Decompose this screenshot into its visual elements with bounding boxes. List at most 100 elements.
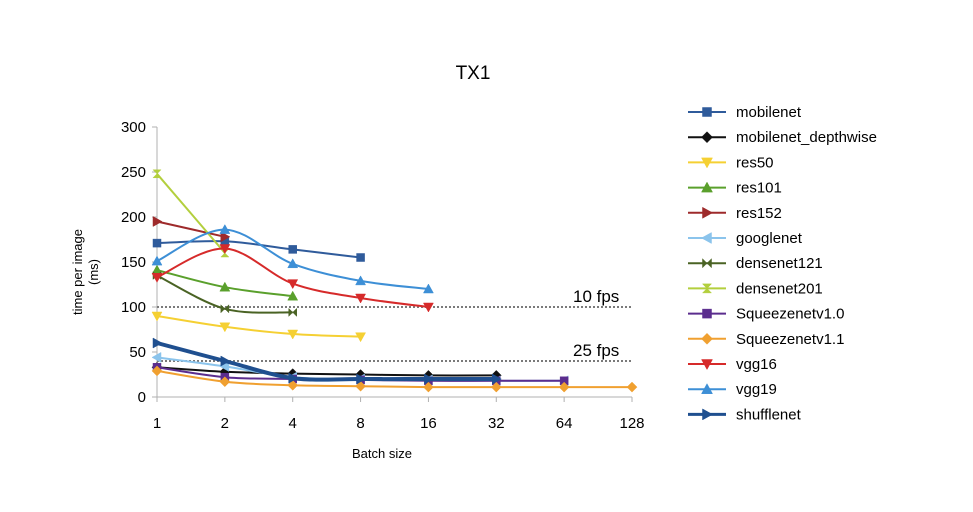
data-point	[355, 332, 366, 343]
legend-swatch-marker	[700, 232, 712, 244]
data-point	[151, 273, 163, 283]
data-point	[219, 376, 231, 388]
data-point	[151, 311, 163, 322]
data-point	[151, 255, 163, 266]
x-tick-label: 1	[153, 415, 161, 432]
reference-line-label: 10 fps	[573, 287, 619, 306]
legend-label: Squeezenetv1.1	[736, 331, 844, 348]
data-point	[288, 372, 299, 384]
legend-swatch-marker	[701, 332, 713, 345]
series-shufflenet	[152, 337, 502, 385]
legend-label: shufflenet	[736, 406, 802, 423]
legend-swatch-marker	[701, 157, 713, 169]
data-point	[492, 373, 502, 385]
series-mobilenet	[152, 237, 365, 262]
series-vgg16	[151, 244, 434, 313]
reference-lines: 10 fps 25 fps	[157, 287, 632, 362]
legend-label: res101	[736, 180, 782, 197]
legend-label: res152	[736, 205, 782, 222]
legend-item-squeezenetv1-1: Squeezenetv1.1	[688, 331, 844, 348]
series-res50	[151, 311, 366, 343]
series-line	[156, 173, 226, 254]
y-axis-label-line-2: (ms)	[86, 259, 101, 285]
series-res101	[151, 264, 299, 301]
legend-item-mobilenet-depthwise: mobilenet_depthwise	[688, 129, 877, 146]
axes: 0 50 100 150 200 250 300 1 2 4 8 16 32 64 128	[121, 119, 645, 432]
data-point	[152, 169, 162, 179]
legend-item-vgg19: vgg19	[688, 381, 777, 398]
x-axis-label: Batch size	[352, 446, 412, 461]
y-tick-label: 100	[121, 299, 146, 316]
data-point	[219, 244, 231, 255]
legend-item-densenet201: densenet201	[688, 280, 823, 297]
data-point	[152, 238, 162, 248]
legend-swatch-marker	[701, 359, 713, 371]
y-tick-label: 0	[138, 389, 146, 406]
x-tick-label: 128	[619, 415, 644, 432]
data-point	[558, 381, 570, 393]
series-res152	[152, 216, 231, 243]
x-tick-label: 64	[556, 415, 573, 432]
legend-label: mobilenet	[736, 104, 802, 121]
legend-item-squeezenetv1-0: Squeezenetv1.0	[688, 306, 844, 323]
data-point	[152, 216, 163, 227]
series-line	[156, 341, 497, 382]
data-point	[356, 373, 367, 385]
data-point	[219, 322, 231, 333]
data-point	[423, 302, 434, 313]
data-point	[356, 253, 365, 262]
data-point	[219, 281, 231, 292]
legend: mobilenet mobilenet_depthwise res50 res101 r…	[688, 104, 877, 423]
data-point	[355, 293, 366, 304]
series-line	[156, 220, 226, 238]
legend-item-googlenet: googlenet	[688, 230, 803, 247]
legend-label: densenet121	[736, 255, 823, 272]
y-tick-label: 50	[129, 344, 146, 361]
legend-item-vgg16: vgg16	[688, 356, 777, 373]
legend-swatch-marker	[702, 206, 714, 219]
legend-swatch-marker	[701, 181, 713, 193]
x-tick-label: 32	[488, 415, 505, 432]
reference-line-label: 25 fps	[573, 341, 619, 360]
data-point	[288, 245, 297, 254]
legend-label: densenet201	[736, 280, 823, 297]
legend-item-shufflenet: shufflenet	[688, 406, 802, 423]
data-point	[626, 381, 638, 393]
legend-swatch-marker	[701, 283, 713, 294]
data-point	[287, 329, 299, 340]
y-tick-label: 300	[121, 119, 146, 136]
legend-item-res152: res152	[688, 205, 782, 222]
data-point	[423, 283, 434, 294]
series-line	[156, 366, 497, 377]
series-layer	[151, 169, 638, 393]
data-point	[287, 258, 299, 269]
data-point	[220, 304, 230, 314]
data-point	[220, 355, 231, 367]
legend-swatch-marker	[701, 383, 713, 394]
data-point	[152, 337, 163, 349]
data-point	[355, 275, 366, 286]
legend-item-mobilenet: mobilenet	[688, 104, 802, 121]
series-line	[156, 369, 632, 389]
legend-swatch-marker	[702, 258, 712, 269]
legend-item-densenet121: densenet121	[688, 255, 823, 272]
legend-label: vgg19	[736, 381, 777, 398]
y-tick-label: 200	[121, 209, 146, 226]
series-line	[156, 315, 361, 338]
x-tick-label: 8	[356, 415, 364, 432]
chart-title: TX1	[456, 63, 491, 84]
series-vgg19	[151, 224, 434, 294]
legend-label: mobilenet_depthwise	[736, 129, 877, 146]
data-point	[355, 380, 366, 392]
y-tick-label: 150	[121, 254, 146, 271]
x-tick-label: 16	[420, 415, 437, 432]
data-point	[220, 231, 231, 243]
data-point	[151, 351, 162, 363]
data-point	[287, 379, 299, 391]
legend-label: vgg16	[736, 356, 777, 373]
x-tick-label: 2	[221, 415, 229, 432]
legend-item-res50: res50	[688, 154, 774, 171]
data-point	[287, 279, 299, 290]
legend-label: googlenet	[736, 230, 803, 247]
legend-swatch-marker	[702, 408, 714, 421]
